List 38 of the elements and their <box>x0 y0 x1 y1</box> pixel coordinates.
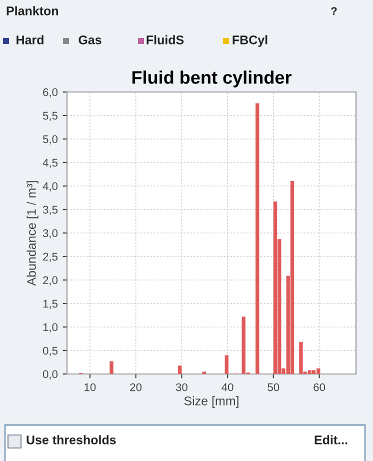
bar <box>290 180 294 374</box>
x-tick-label: 50 <box>268 383 280 392</box>
y-tick-label: 1,0 <box>43 323 58 332</box>
y-tick-label: 1,5 <box>43 300 58 309</box>
x-tick-label: 30 <box>176 383 188 392</box>
x-axis-title: Size [mm] <box>184 396 238 408</box>
y-tick-label: 2,5 <box>43 252 58 262</box>
x-tick-label: 10 <box>84 383 96 392</box>
text: Use thresholds <box>26 435 116 444</box>
bar <box>224 355 228 374</box>
x-tick-label: 60 <box>314 383 326 392</box>
bar <box>178 366 182 374</box>
y-tick-label: 4,0 <box>42 182 58 192</box>
y-tick-label: 2,0 <box>43 276 58 286</box>
y-tick-label: 3,0 <box>42 229 58 238</box>
bar <box>299 342 303 374</box>
y-tick-label: 3,5 <box>42 206 58 215</box>
bar <box>110 361 114 374</box>
text: Hard <box>16 35 44 44</box>
text: FBCyl <box>232 35 268 47</box>
text: Plankton <box>6 6 58 16</box>
y-tick-label: 5,0 <box>42 135 58 144</box>
x-tick-label: 20 <box>130 383 142 392</box>
bar <box>312 370 316 374</box>
x-tick-label: 40 <box>222 383 234 392</box>
text: Gas <box>78 36 102 44</box>
text: ? <box>331 7 337 15</box>
bar <box>256 103 260 374</box>
y-tick-label: 0,0 <box>42 370 58 380</box>
y-tick-label: 4,5 <box>42 158 58 168</box>
bar <box>273 202 278 374</box>
y-tick-label: 6,0 <box>43 88 58 98</box>
y-tick-label: 5,5 <box>42 112 58 121</box>
text: Edit... <box>314 435 348 444</box>
chart-title: Fluid bent cylinder <box>132 70 292 88</box>
text: FluidS <box>146 35 184 44</box>
y-axis-title: Abundance [1 / m³] <box>26 181 38 286</box>
y-tick-label: 0,5 <box>42 346 58 356</box>
